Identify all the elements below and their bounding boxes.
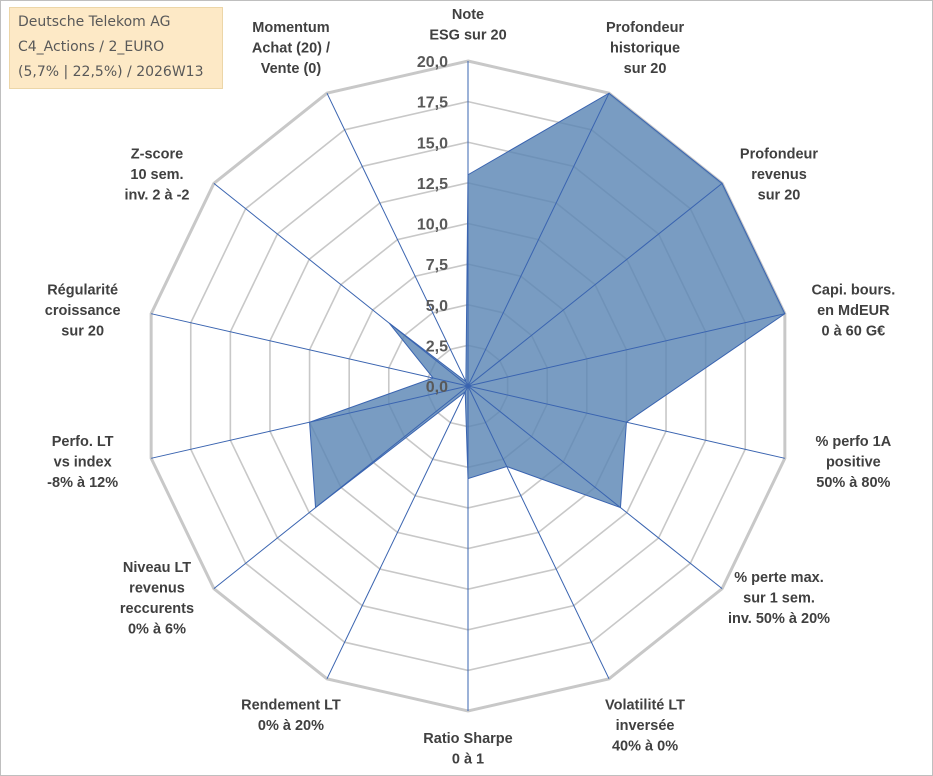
axis-label: Ratio Sharpe 0 à 1 xyxy=(423,731,512,768)
axis-label-line: Niveau LT xyxy=(123,560,191,576)
axis-label-line: inversée xyxy=(616,718,675,734)
tick-label: 5,0 xyxy=(426,298,448,315)
axis-label: Rendement LT 0% à 20% xyxy=(241,697,341,734)
axis-label: % perfo 1A positive 50% à 80% xyxy=(815,434,891,491)
axis-label-line: reccurents xyxy=(120,601,194,617)
axis-label: Niveau LT revenus reccurents 0% à 6% xyxy=(120,560,194,638)
axis-label-line: Profondeur xyxy=(606,20,684,36)
radar-ticks: 0,0 2,5 5,0 7,5 10,0 12,5 15,0 17,5 20,0 xyxy=(417,54,448,396)
axis-label: Capi. bours. en MdEUR 0 à 60 G€ xyxy=(811,283,895,340)
axis-label-line: Perfo. LT xyxy=(52,434,114,450)
tick-label: 17,5 xyxy=(417,95,448,112)
radar-axis-labels: Note ESG sur 20 Profondeur historique sur 20… xyxy=(45,7,895,768)
axis-label-line: Vente (0) xyxy=(261,61,322,77)
info-box: Deutsche Telekom AG C4_Actions / 2_EURO … xyxy=(9,7,223,89)
radar-series xyxy=(309,92,786,509)
axis-label-line: revenus xyxy=(751,167,807,183)
tick-label: 0,0 xyxy=(426,379,448,396)
axis-label-line: 0% à 6% xyxy=(128,621,186,637)
axis-label-line: sur 20 xyxy=(758,187,801,203)
axis-spoke xyxy=(213,182,469,387)
axis-label-line: historique xyxy=(610,41,680,57)
axis-label-line: Capi. bours. xyxy=(811,283,895,299)
axis-spoke xyxy=(151,385,469,459)
axis-label: Régularité croissance sur 20 xyxy=(45,283,121,340)
axis-label-line: -8% à 12% xyxy=(47,475,118,491)
axis-spoke xyxy=(213,385,469,590)
info-category: C4_Actions / 2_EURO xyxy=(18,39,165,55)
axis-spoke xyxy=(467,182,723,387)
axis-label-line: Rendement LT xyxy=(241,697,341,713)
axis-label: Perfo. LT vs index -8% à 12% xyxy=(47,434,118,491)
axis-label-line: 0% à 20% xyxy=(258,718,324,734)
axis-spoke xyxy=(467,313,785,387)
axis-label-line: 10 sem. xyxy=(130,167,183,183)
axis-label-line: 40% à 0% xyxy=(612,738,678,754)
axis-label-line: Volatilité LT xyxy=(605,697,685,713)
axis-label-line: Régularité xyxy=(47,283,118,299)
axis-label-line: 0 à 1 xyxy=(452,752,484,768)
axis-label-line: inv. 50% à 20% xyxy=(728,611,830,627)
axis-label-line: 50% à 80% xyxy=(816,475,890,491)
axis-label-line: Profondeur xyxy=(740,146,818,162)
axis-spoke xyxy=(326,92,469,387)
series-area xyxy=(309,92,786,509)
info-company: Deutsche Telekom AG xyxy=(18,14,171,30)
tick-label: 20,0 xyxy=(417,54,448,71)
axis-spoke xyxy=(467,385,785,459)
axis-spoke xyxy=(467,385,723,590)
axis-spoke xyxy=(467,385,610,680)
tick-label: 12,5 xyxy=(417,176,448,193)
axis-label: Z-score 10 sem. inv. 2 à -2 xyxy=(124,146,189,203)
radar-spokes xyxy=(151,61,785,711)
axis-label-line: % perte max. xyxy=(734,570,823,586)
axis-label: % perte max. sur 1 sem. inv. 50% à 20% xyxy=(728,570,830,627)
axis-label-line: Achat (20) / xyxy=(252,41,330,57)
tick-label: 7,5 xyxy=(426,257,448,274)
axis-label-line: revenus xyxy=(129,580,185,596)
axis-spoke xyxy=(467,92,610,387)
axis-spoke xyxy=(326,385,469,680)
axis-label-line: Note xyxy=(452,7,484,23)
axis-label-line: ESG sur 20 xyxy=(429,28,506,44)
axis-label-line: inv. 2 à -2 xyxy=(124,187,189,203)
axis-label-line: croissance xyxy=(45,303,121,319)
axis-label-line: sur 20 xyxy=(624,61,667,77)
tick-label: 15,0 xyxy=(417,135,448,152)
axis-label-line: Z-score xyxy=(131,146,183,162)
axis-label-line: positive xyxy=(826,454,881,470)
axis-label: Momentum Achat (20) / Vente (0) xyxy=(252,20,330,77)
axis-label-line: sur 20 xyxy=(61,324,104,340)
axis-label-line: % perfo 1A xyxy=(815,434,891,450)
axis-label-line: sur 1 sem. xyxy=(743,591,815,607)
axis-label-line: en MdEUR xyxy=(817,303,890,319)
axis-label-line: Ratio Sharpe xyxy=(423,731,512,747)
axis-spoke xyxy=(151,313,469,387)
axis-label: Volatilité LT inversée 40% à 0% xyxy=(605,697,685,754)
axis-label-line: 0 à 60 G€ xyxy=(822,324,886,340)
axis-label: Note ESG sur 20 xyxy=(429,7,506,44)
info-params: (5,7% | 22,5%) / 2026W13 xyxy=(18,64,204,80)
tick-label: 10,0 xyxy=(417,217,448,234)
axis-label: Profondeur historique sur 20 xyxy=(606,20,684,77)
axis-label-line: Momentum xyxy=(252,20,329,36)
axis-label: Profondeur revenus sur 20 xyxy=(740,146,818,203)
tick-label: 2,5 xyxy=(426,338,448,355)
axis-label-line: vs index xyxy=(54,454,112,470)
